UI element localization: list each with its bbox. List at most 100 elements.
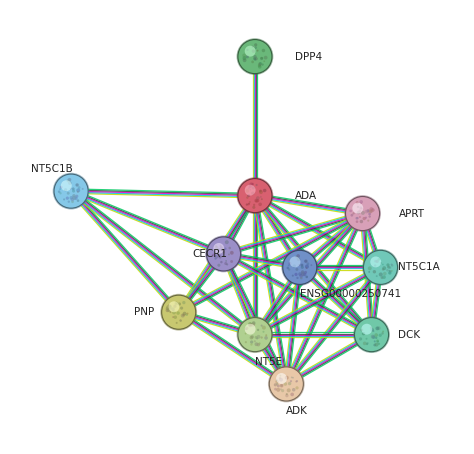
Circle shape (60, 186, 63, 189)
Circle shape (368, 212, 371, 215)
Circle shape (255, 342, 258, 346)
Circle shape (218, 248, 221, 251)
Circle shape (292, 275, 294, 276)
Circle shape (178, 302, 181, 306)
Circle shape (280, 384, 283, 388)
Circle shape (376, 340, 379, 342)
Circle shape (264, 60, 265, 62)
Circle shape (77, 199, 79, 202)
Circle shape (251, 323, 255, 326)
Circle shape (248, 322, 252, 326)
Circle shape (249, 201, 251, 203)
Circle shape (256, 335, 261, 339)
Circle shape (288, 268, 291, 271)
Circle shape (181, 314, 185, 317)
Circle shape (297, 257, 301, 261)
Circle shape (72, 196, 76, 200)
Circle shape (389, 266, 391, 269)
Circle shape (68, 201, 70, 203)
Circle shape (288, 382, 292, 385)
Circle shape (245, 333, 246, 335)
Circle shape (306, 267, 308, 269)
Circle shape (67, 192, 70, 195)
Circle shape (245, 324, 255, 335)
Circle shape (225, 260, 227, 262)
Circle shape (179, 319, 182, 322)
Circle shape (220, 261, 223, 263)
Circle shape (374, 344, 376, 346)
Circle shape (176, 322, 178, 324)
Circle shape (257, 343, 260, 346)
Circle shape (168, 305, 172, 309)
Circle shape (246, 49, 249, 51)
Circle shape (281, 389, 284, 392)
Circle shape (292, 377, 294, 379)
Circle shape (258, 342, 261, 345)
Circle shape (245, 341, 247, 343)
Circle shape (59, 192, 62, 194)
Circle shape (283, 382, 287, 386)
Circle shape (160, 294, 197, 331)
Circle shape (258, 64, 261, 67)
Circle shape (168, 306, 171, 309)
Circle shape (261, 198, 263, 200)
Text: DPP4: DPP4 (295, 52, 322, 62)
Circle shape (275, 380, 279, 384)
Circle shape (182, 312, 186, 316)
Circle shape (263, 189, 266, 192)
Circle shape (256, 49, 258, 52)
Circle shape (370, 327, 372, 329)
Circle shape (176, 311, 180, 315)
Circle shape (369, 209, 373, 213)
Circle shape (389, 271, 392, 273)
Circle shape (276, 383, 278, 385)
Circle shape (238, 39, 272, 74)
Circle shape (171, 307, 175, 311)
Circle shape (219, 246, 222, 248)
Circle shape (300, 276, 302, 279)
Circle shape (251, 60, 254, 63)
Circle shape (381, 276, 383, 279)
Text: NT5E: NT5E (255, 356, 282, 366)
Circle shape (243, 56, 246, 60)
Circle shape (256, 199, 259, 202)
Circle shape (292, 388, 295, 391)
Circle shape (75, 195, 78, 197)
Circle shape (383, 266, 386, 270)
Circle shape (245, 185, 255, 196)
Circle shape (246, 197, 248, 199)
Circle shape (218, 264, 220, 267)
Circle shape (301, 266, 304, 269)
Circle shape (346, 197, 380, 231)
Circle shape (386, 263, 390, 266)
Circle shape (175, 302, 177, 304)
Circle shape (70, 188, 72, 189)
Circle shape (253, 55, 257, 59)
Circle shape (162, 295, 196, 329)
Circle shape (299, 264, 300, 266)
Text: CECR1: CECR1 (192, 249, 227, 259)
Circle shape (265, 334, 267, 336)
Circle shape (166, 307, 169, 310)
Circle shape (168, 304, 171, 308)
Circle shape (246, 189, 249, 193)
Circle shape (349, 209, 352, 212)
Circle shape (365, 210, 368, 213)
Circle shape (167, 308, 171, 312)
Circle shape (353, 212, 355, 215)
Circle shape (382, 268, 384, 271)
Circle shape (298, 272, 302, 276)
Circle shape (245, 328, 247, 330)
Circle shape (205, 236, 242, 272)
Circle shape (359, 216, 361, 218)
Circle shape (361, 324, 372, 335)
Text: ADK: ADK (286, 406, 308, 416)
Circle shape (261, 325, 263, 327)
Circle shape (237, 316, 273, 353)
Circle shape (250, 336, 253, 340)
Circle shape (389, 270, 391, 272)
Circle shape (344, 195, 381, 232)
Circle shape (254, 59, 256, 61)
Circle shape (64, 188, 67, 191)
Circle shape (169, 311, 172, 313)
